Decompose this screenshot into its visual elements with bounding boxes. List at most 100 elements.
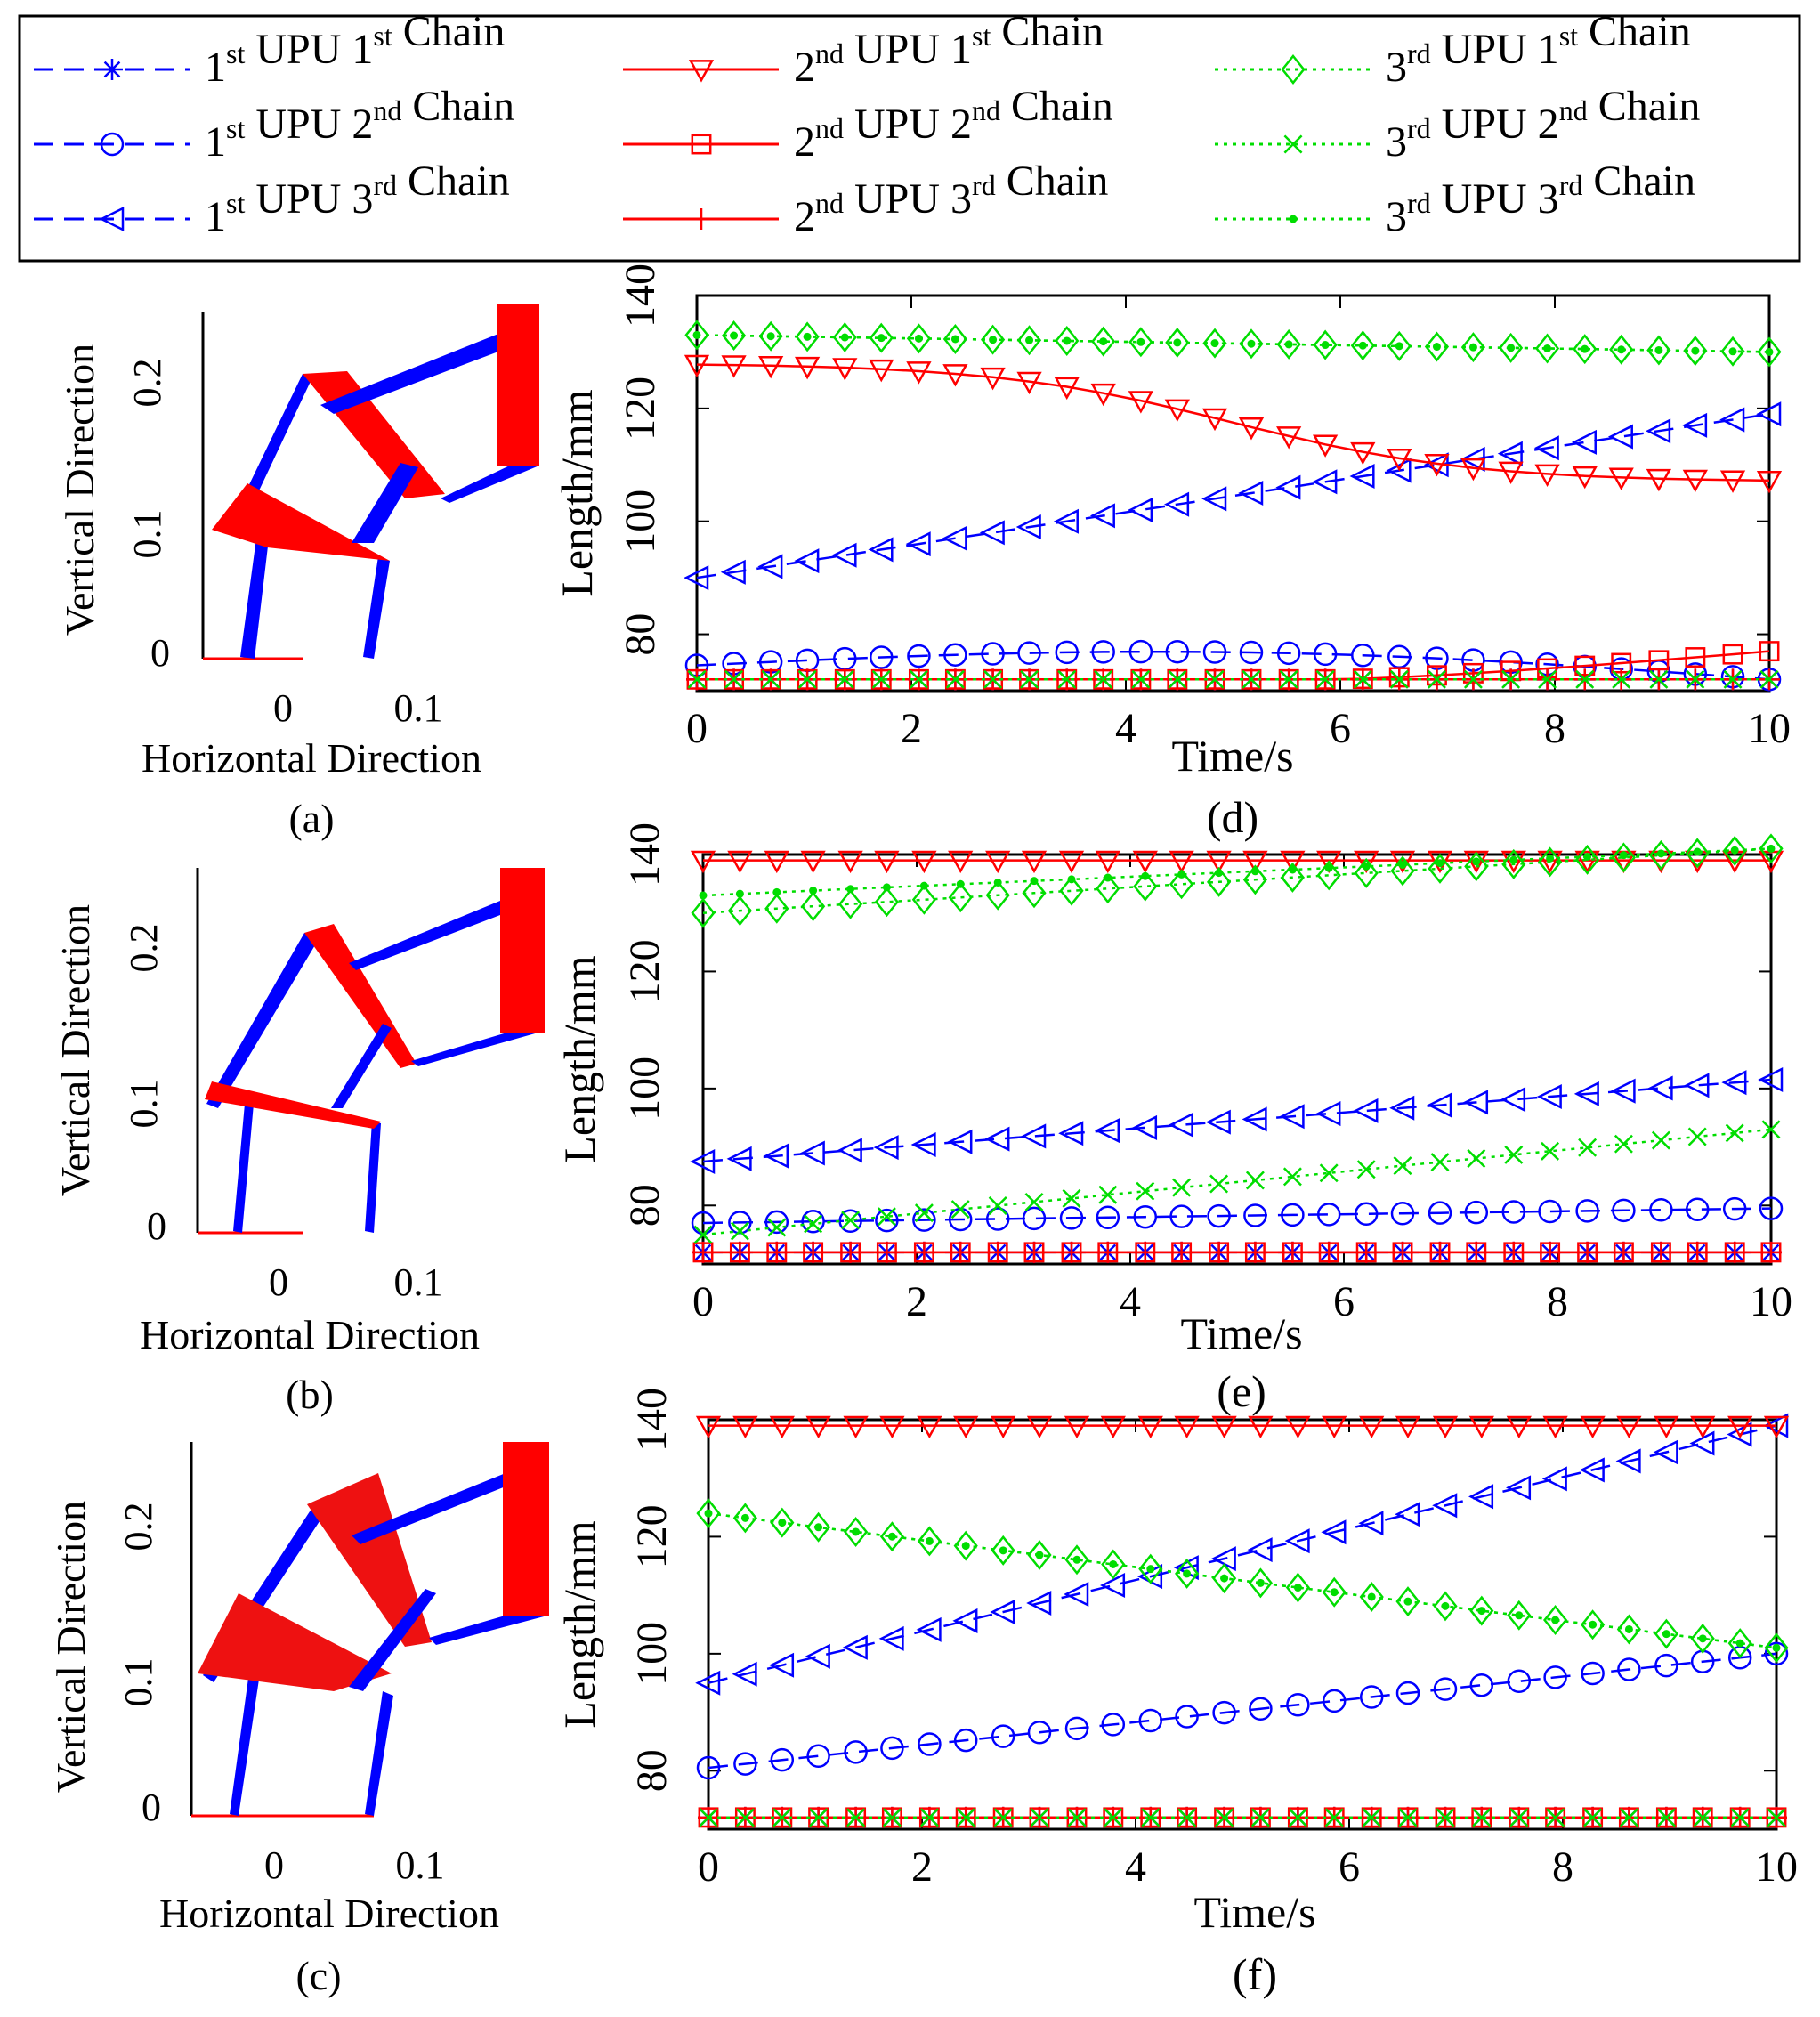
data-point	[1686, 669, 1705, 689]
series-line	[702, 1207, 1772, 1225]
data-point	[1720, 336, 1745, 367]
panel-label: (d)	[1207, 792, 1258, 842]
data-point	[1128, 391, 1153, 414]
data-point	[1427, 669, 1446, 689]
data-point	[1507, 1669, 1532, 1694]
legend-entry: 2nd UPU 1st Chain	[623, 8, 1104, 91]
data-point	[1469, 1595, 1494, 1626]
series	[695, 1415, 1790, 1439]
y-tick-label: 120	[628, 1504, 675, 1568]
data-point	[1760, 1241, 1782, 1263]
data-point	[1238, 480, 1264, 506]
data-point	[757, 554, 783, 579]
data-point	[945, 669, 965, 689]
data-point	[1613, 1241, 1635, 1263]
data-point	[1316, 860, 1341, 891]
data-point	[942, 364, 968, 387]
data-point	[1017, 641, 1041, 665]
data-point	[727, 895, 753, 927]
data-point	[764, 850, 789, 874]
data-point	[1064, 1716, 1089, 1741]
data-point	[772, 1808, 792, 1827]
data-point	[1472, 1808, 1492, 1827]
data-point	[1543, 344, 1552, 352]
y-tick-label: 0.1	[125, 510, 169, 559]
data-point	[1128, 327, 1153, 358]
data-point	[1024, 1192, 1044, 1211]
x-tick-label: 4	[1125, 1843, 1146, 1891]
legend-entry: 1st UPU 3rd Chain	[34, 158, 510, 240]
data-point	[1551, 1616, 1560, 1624]
data-point	[1615, 1448, 1641, 1474]
data-point	[1389, 1095, 1415, 1121]
data-point	[919, 1808, 939, 1827]
data-point	[1504, 1145, 1524, 1164]
data-point	[727, 850, 753, 874]
data-point	[1349, 463, 1375, 489]
data-point	[809, 887, 818, 895]
data-point	[1168, 1112, 1193, 1138]
data-point	[1061, 1241, 1082, 1263]
data-point	[981, 642, 1005, 666]
data-point	[1027, 1540, 1052, 1571]
legend-marker	[688, 60, 715, 83]
data-point	[961, 1542, 970, 1551]
data-point	[1293, 1584, 1302, 1592]
data-point	[1064, 1581, 1089, 1608]
data-point	[1091, 326, 1116, 357]
data-point	[985, 850, 1011, 874]
leg-link	[233, 1104, 254, 1233]
y-axis-label: Length/mm	[552, 389, 602, 596]
data-point	[991, 1724, 1015, 1748]
data-point	[1432, 343, 1441, 352]
platform-link	[205, 1081, 381, 1129]
data-point	[1020, 669, 1039, 689]
data-point	[696, 1755, 721, 1780]
data-point	[720, 559, 746, 585]
data-point	[1355, 1241, 1378, 1263]
data-point	[906, 323, 932, 354]
data-point	[1141, 871, 1150, 880]
data-point	[1322, 1576, 1347, 1608]
data-point	[1239, 640, 1264, 665]
data-point	[1058, 850, 1085, 874]
data-point	[1722, 644, 1743, 665]
data-point	[942, 323, 968, 354]
y-axis-label: Vertical Direction	[53, 904, 98, 1196]
legend-marker	[1289, 215, 1298, 223]
data-point	[989, 336, 998, 344]
data-point	[1728, 347, 1737, 356]
data-point	[1609, 334, 1634, 365]
data-point	[1026, 1415, 1053, 1439]
data-point	[1359, 1685, 1384, 1709]
data-point	[1173, 338, 1182, 347]
data-point	[1761, 1120, 1781, 1139]
data-point	[843, 1516, 869, 1547]
data-point	[1501, 1200, 1526, 1224]
legend-label: 2nd UPU 1st Chain	[794, 8, 1104, 91]
data-point	[696, 1498, 721, 1529]
series	[692, 330, 1774, 356]
data-point	[1215, 1808, 1234, 1827]
data-point	[733, 1752, 757, 1776]
legend-label: 3rd UPU 1st Chain	[1386, 8, 1691, 91]
data-point	[1541, 1141, 1560, 1161]
data-point	[984, 1126, 1010, 1152]
data-point	[1096, 1241, 1119, 1263]
data-point	[1133, 871, 1158, 902]
data-point	[873, 1135, 899, 1161]
data-point	[772, 887, 781, 896]
data-point	[1589, 1620, 1598, 1629]
data-point	[1719, 407, 1745, 433]
legend-marker	[1283, 134, 1303, 154]
data-point	[761, 669, 781, 689]
leg-link	[320, 334, 498, 414]
data-point	[1015, 514, 1041, 540]
data-point	[692, 1241, 714, 1263]
data-point	[1611, 842, 1637, 873]
x-tick-label: 0	[686, 705, 708, 752]
data-point	[1220, 1574, 1229, 1583]
data-point	[1057, 669, 1077, 689]
data-point	[1395, 1415, 1421, 1439]
data-point	[1354, 1202, 1379, 1227]
